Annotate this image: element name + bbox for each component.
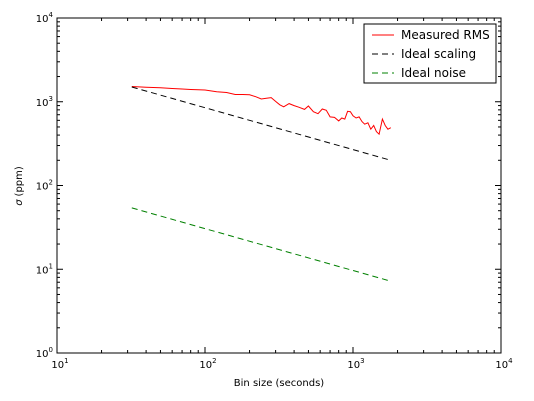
series-line-ideal-noise	[131, 207, 391, 282]
y-tick-label-base: 10	[36, 349, 49, 360]
series-line-measured-rms	[131, 86, 392, 136]
y-tick-label-base: 10	[36, 14, 49, 25]
x-axis-label: Bin size (seconds)	[234, 378, 324, 389]
y-tick-label-base: 10	[36, 265, 49, 276]
x-tick-label-base: 10	[495, 360, 508, 371]
x-tick-label: 101	[51, 357, 68, 371]
x-tick-label: 103	[347, 357, 364, 371]
x-tick-label-base: 10	[51, 360, 64, 371]
x-tick-label-exp: 1	[64, 357, 68, 365]
y-tick-label-exp: 2	[49, 179, 53, 187]
x-tick-label-exp: 3	[360, 357, 364, 365]
legend-label-measured: Measured RMS	[401, 28, 490, 42]
y-tick-label: 100	[36, 346, 53, 360]
y-tick-label: 103	[36, 95, 53, 109]
y-axis-symbol: σ	[14, 199, 25, 206]
y-tick-label-exp: 4	[49, 11, 54, 19]
y-tick-label-exp: 1	[49, 262, 53, 270]
y-tick-label-exp: 0	[49, 346, 53, 354]
x-tick-label-base: 10	[199, 360, 212, 371]
legend-label-ideal-scaling: Ideal scaling	[401, 47, 476, 61]
x-tick-label-exp: 2	[212, 357, 216, 365]
series-line-ideal-scaling	[131, 86, 391, 161]
y-tick-label-base: 10	[36, 182, 49, 193]
y-tick-label-base: 10	[36, 98, 49, 109]
y-axis-label: σ (ppm)	[14, 166, 25, 206]
x-tick-label-base: 10	[347, 360, 360, 371]
y-tick-label: 104	[36, 11, 54, 25]
y-tick-label: 102	[36, 179, 53, 193]
x-tick-label: 104	[495, 357, 513, 371]
y-axis-unit: (ppm)	[14, 166, 25, 196]
x-tick-label: 102	[199, 357, 216, 371]
y-tick-label: 101	[36, 262, 53, 276]
series-layer	[131, 86, 392, 282]
y-tick-label-exp: 3	[49, 95, 53, 103]
legend-label-ideal-noise: Ideal noise	[401, 66, 466, 80]
legend: Measured RMS Ideal scaling Ideal noise	[363, 23, 497, 84]
x-tick-label-exp: 4	[508, 357, 513, 365]
